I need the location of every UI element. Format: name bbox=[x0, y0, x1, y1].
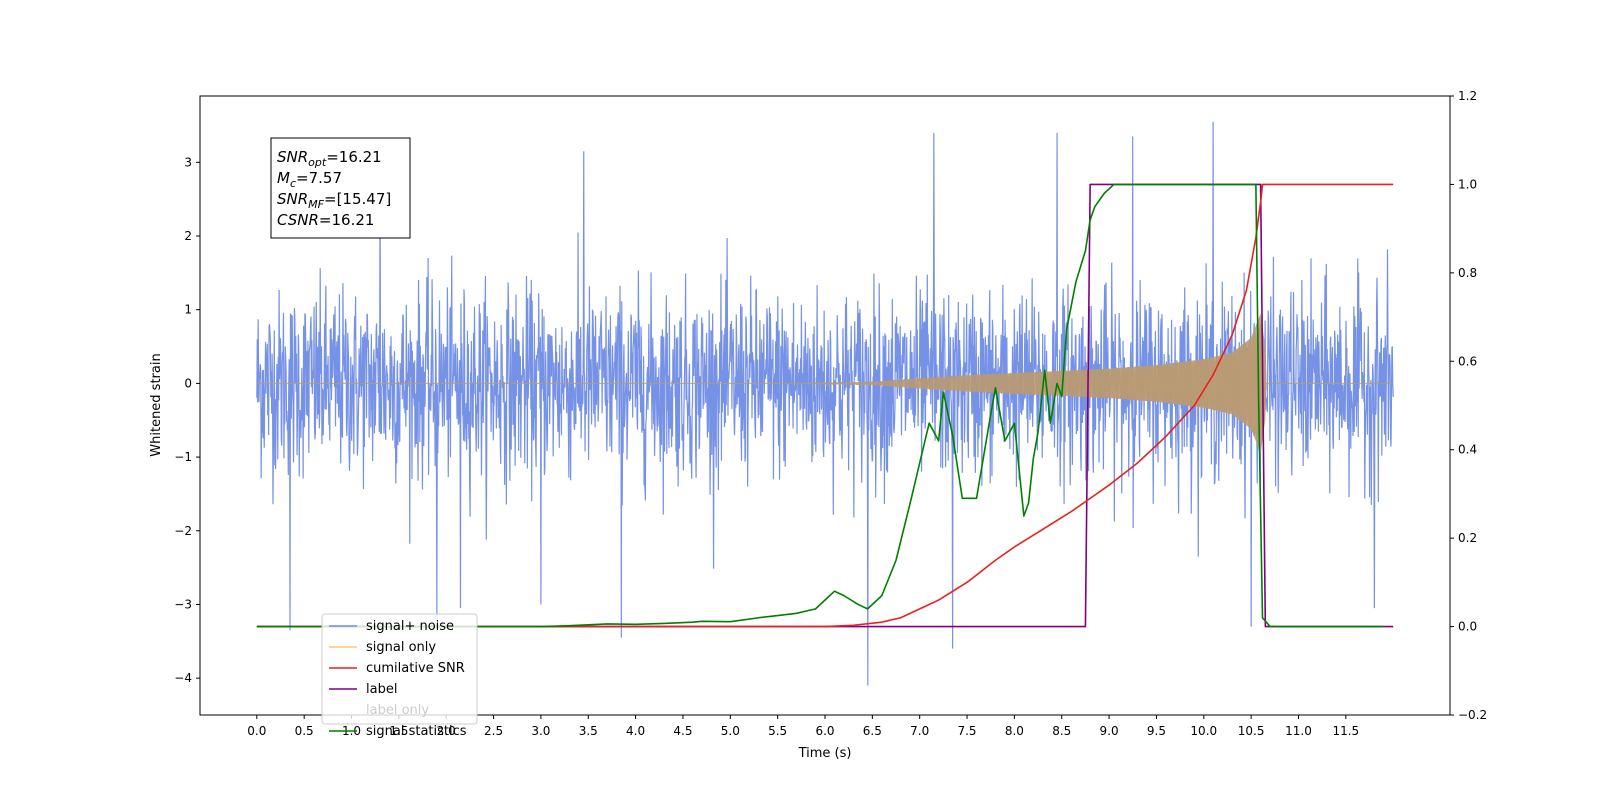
y2-tick-label: 0.4 bbox=[1458, 443, 1477, 457]
legend-frame bbox=[321, 613, 478, 725]
annotation-frame bbox=[270, 137, 411, 239]
x-tick-label: 11.5 bbox=[1332, 724, 1359, 738]
annotation-symbol: SNR bbox=[277, 190, 308, 208]
x-tick-label: 0.0 bbox=[247, 724, 266, 738]
legend: signal+ noise signal only cumilative SNR la… bbox=[321, 613, 478, 739]
x-tick-label: 2.0 bbox=[437, 724, 456, 738]
y2-tick-label: 0.0 bbox=[1458, 620, 1477, 634]
y2-tick-label: 1.0 bbox=[1458, 177, 1477, 191]
y2-tick-label: 0.2 bbox=[1458, 531, 1477, 545]
x-tick-label: 4.5 bbox=[673, 724, 692, 738]
annotation-subscript: opt bbox=[308, 156, 327, 169]
y-axis-right: −0.2 0.0 0.2 0.4 0.6 0.8 1.0 1.2 bbox=[1450, 89, 1487, 722]
x-axis-label: Time (s) bbox=[798, 746, 852, 761]
annotation-line: SNRMF=[15.47] bbox=[277, 190, 391, 211]
annotation-value: =[15.47] bbox=[324, 190, 391, 208]
y2-tick-label: 0.8 bbox=[1458, 266, 1477, 280]
annotation-line: SNRopt=16.21 bbox=[277, 148, 382, 169]
x-tick-label: 2.5 bbox=[484, 724, 503, 738]
y-axis-label: Whitened strain bbox=[149, 353, 164, 456]
x-tick-label: 8.0 bbox=[1005, 724, 1024, 738]
x-tick-label: 5.0 bbox=[721, 724, 740, 738]
x-tick-label: 3.5 bbox=[579, 724, 598, 738]
plot-area bbox=[256, 121, 1394, 686]
x-tick-label: 4.0 bbox=[626, 724, 645, 738]
annotation-line: Mc=7.57 bbox=[277, 169, 342, 190]
x-tick-label: 5.5 bbox=[768, 724, 787, 738]
y2-tick-label: −0.2 bbox=[1458, 708, 1487, 722]
x-tick-label: 7.5 bbox=[957, 724, 976, 738]
y2-tick-label: 1.2 bbox=[1458, 89, 1477, 103]
annotation-line: CSNR=16.21 bbox=[277, 211, 374, 229]
y-tick-label: 2 bbox=[184, 229, 192, 243]
x-tick-label: 10.5 bbox=[1238, 724, 1265, 738]
series-signal-only-fill bbox=[256, 313, 1394, 454]
x-axis: 0.0 0.5 1.0 1.5 2.0 2.5 3.0 3.5 4.0 4.5 5.0 5.5 6.0 6… bbox=[247, 715, 1359, 738]
x-tick-label: 8.5 bbox=[1052, 724, 1071, 738]
legend-label: label only bbox=[366, 703, 429, 718]
y-axis-left: −4 −3 −2 −1 0 1 2 3 bbox=[174, 155, 200, 685]
annotation-subscript: c bbox=[290, 177, 296, 190]
legend-label: signal+ noise bbox=[366, 619, 454, 634]
x-tick-label: 0.5 bbox=[295, 724, 314, 738]
x-tick-label: 10.0 bbox=[1190, 724, 1217, 738]
x-tick-label: 6.5 bbox=[863, 724, 882, 738]
x-tick-label: 9.0 bbox=[1100, 724, 1119, 738]
x-tick-label: 1.5 bbox=[389, 724, 408, 738]
annotation-value: =7.57 bbox=[296, 169, 342, 187]
x-tick-label: 9.5 bbox=[1147, 724, 1166, 738]
annotation-value: =16.21 bbox=[319, 211, 375, 229]
series-cumulative-snr bbox=[256, 183, 1394, 628]
y-tick-label: −1 bbox=[174, 450, 192, 464]
legend-label: cumilative SNR bbox=[366, 661, 465, 676]
annotation-box: SNRopt=16.21Mc=7.57SNRMF=[15.47]CSNR=16.… bbox=[270, 137, 411, 239]
legend-label: signal statistics bbox=[366, 724, 467, 739]
y-tick-label: 0 bbox=[184, 376, 192, 390]
legend-label: signal only bbox=[366, 640, 436, 655]
annotation-symbol: M bbox=[277, 169, 290, 187]
y-tick-label: −2 bbox=[174, 524, 192, 538]
y-tick-label: 1 bbox=[184, 303, 192, 317]
y-tick-label: 3 bbox=[184, 155, 192, 169]
x-tick-label: 7.0 bbox=[910, 724, 929, 738]
legend-label: label bbox=[366, 682, 397, 697]
annotation-subscript: MF bbox=[308, 198, 324, 211]
annotation-symbol: CSNR bbox=[277, 211, 319, 229]
annotation-value: =16.21 bbox=[326, 148, 382, 166]
y-tick-label: −3 bbox=[174, 597, 192, 611]
x-tick-label: 11.0 bbox=[1285, 724, 1312, 738]
x-tick-label: 6.0 bbox=[815, 724, 834, 738]
y-tick-label: −4 bbox=[174, 671, 192, 685]
annotation-symbol: SNR bbox=[277, 148, 308, 166]
x-tick-label: 3.0 bbox=[531, 724, 550, 738]
series-signal-statistics bbox=[256, 183, 1384, 628]
y2-tick-label: 0.6 bbox=[1458, 354, 1477, 368]
